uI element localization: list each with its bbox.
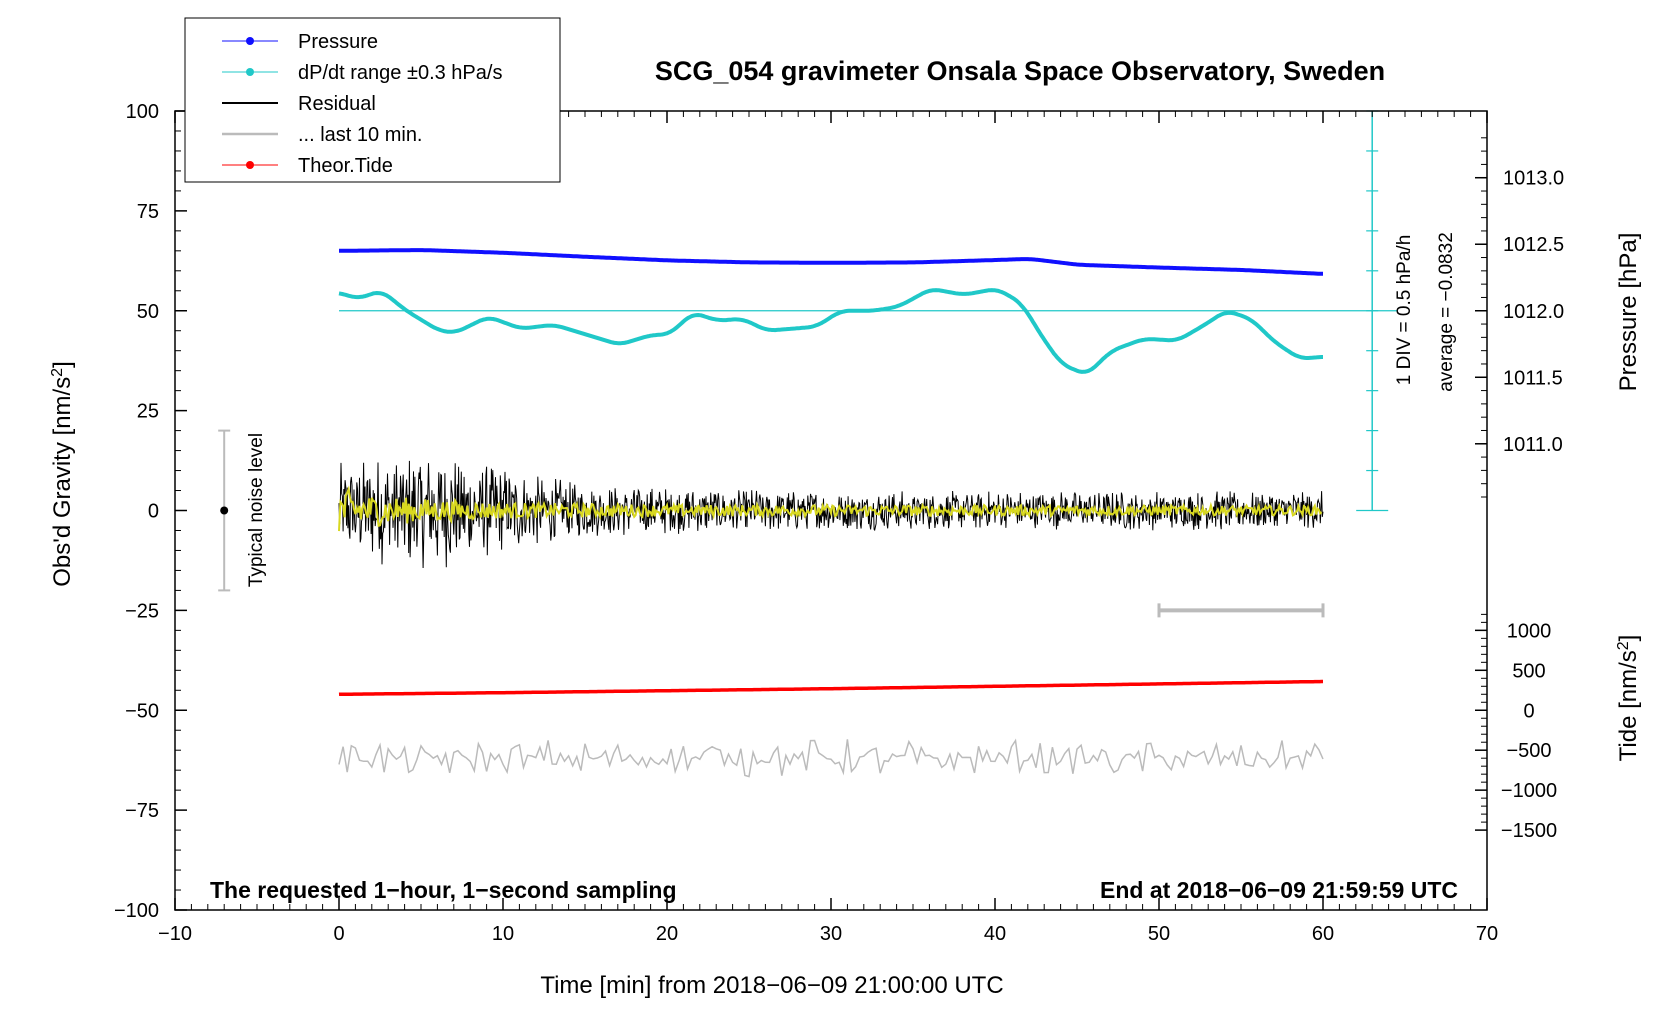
pressure-tick-label: 1013.0: [1503, 168, 1564, 190]
legend-label: ... last 10 min.: [298, 124, 423, 146]
pressure-tick-label: 1011.0: [1503, 434, 1563, 456]
legend-label: Theor.Tide: [298, 155, 393, 177]
tide-tick-label: 500: [1512, 660, 1545, 682]
y-axis-left: 100 75 50 25 0 −25 −50 −75 −100: [114, 101, 187, 922]
y-tick-label: 75: [137, 201, 159, 223]
y-tick-label: 25: [137, 401, 159, 423]
y-tick-label: −25: [125, 600, 159, 622]
y-axis-label-tide: Tide [nm/s2]: [1615, 635, 1643, 762]
pressure-trace: [338, 248, 1324, 276]
y-axis-right: 1013.0 1012.5 1012.0 1011.5 1011.0 1000 500 0 −5…: [1475, 137, 1564, 842]
x-tick-label: 10: [492, 923, 514, 945]
dpdt-scale-label: 1 DIV = 0.5 hPa/h: [1394, 235, 1415, 386]
legend-box: [184, 17, 561, 183]
x-tick-label: 20: [656, 923, 678, 945]
y-tick-label: 100: [126, 101, 159, 123]
y-tick-label: 0: [148, 501, 159, 523]
legend: Pressure dP/dt range ±0.3 hPa/s Residual..…: [184, 17, 561, 183]
tide-tick-label: 1000: [1507, 620, 1552, 642]
legend-item: dP/dt range ±0.3 hPa/s: [222, 62, 502, 84]
x-tick-label: −10: [158, 923, 192, 945]
pressure-tick-label: 1012.5: [1503, 234, 1564, 256]
y-tick-label: −75: [125, 800, 159, 822]
x-tick-label: 50: [1148, 923, 1170, 945]
tide-tick-label: −500: [1506, 740, 1551, 762]
dpdt-average-label: average = −0.0832: [1436, 232, 1457, 392]
legend-marker: [246, 161, 254, 169]
tide-tick-label: −1500: [1501, 820, 1557, 842]
sampling-note: The requested 1−hour, 1−second sampling: [210, 877, 677, 903]
tide-tick-label: 0: [1523, 700, 1534, 722]
last-10-min-trace: [338, 738, 1324, 778]
y-tick-label: 50: [137, 301, 159, 323]
legend-label: Pressure: [298, 31, 378, 53]
legend-item: Pressure: [222, 31, 378, 53]
x-tick-label: 0: [333, 923, 344, 945]
x-axis-label: Time [min] from 2018−06−09 21:00:00 UTC: [540, 972, 1003, 999]
end-time-note: End at 2018−06−09 21:59:59 UTC: [1100, 877, 1458, 903]
legend-item: ... last 10 min.: [222, 124, 423, 146]
legend-marker: [246, 68, 254, 76]
chart-title: SCG_054 gravimeter Onsala Space Observat…: [655, 56, 1385, 86]
legend-label: Residual: [298, 93, 376, 115]
tide-tick-label: −1000: [1501, 780, 1557, 802]
legend-item: Theor.Tide: [222, 155, 393, 177]
residual-smoothed-trace: [338, 485, 1323, 532]
x-axis: −10 0 10 20 30 40 50 60 70: [158, 111, 1498, 945]
y-tick-label: −100: [114, 900, 159, 922]
pressure-tick-label: 1011.5: [1503, 367, 1563, 389]
noise-level-label: Typical noise level: [246, 433, 267, 587]
y-axis-label-pressure: Pressure [hPa]: [1615, 233, 1642, 392]
pressure-tick-label: 1012.0: [1503, 301, 1564, 323]
x-tick-label: 70: [1476, 923, 1498, 945]
legend-label: dP/dt range ±0.3 hPa/s: [298, 62, 502, 84]
tide-trace: [338, 679, 1324, 697]
y-axis-label-left: Obs'd Gravity [nm/s2]: [49, 361, 77, 587]
x-tick-label: 40: [984, 923, 1006, 945]
y-tick-label: −50: [125, 700, 159, 722]
legend-item: Residual: [222, 93, 376, 115]
plot-traces: [218, 110, 1397, 778]
noise-level-dot: [220, 506, 229, 515]
legend-marker: [246, 37, 254, 45]
dpdt-trace: [338, 288, 1324, 374]
x-tick-label: 60: [1312, 923, 1334, 945]
x-tick-label: 30: [820, 923, 842, 945]
